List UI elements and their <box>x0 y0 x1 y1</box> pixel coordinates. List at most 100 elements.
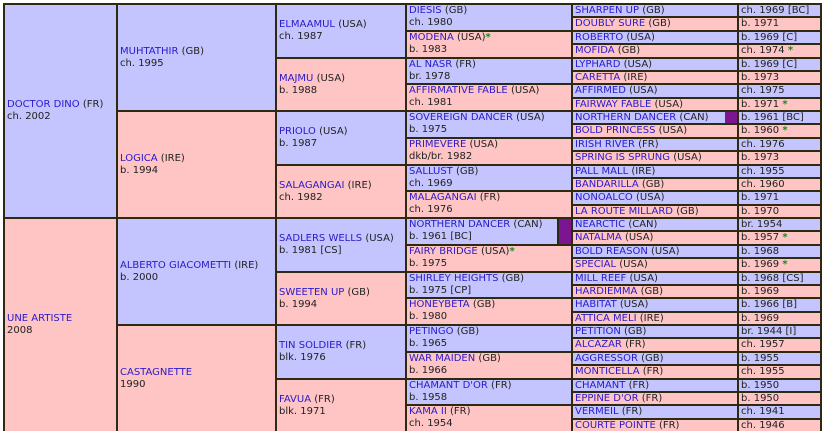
horse-name-link[interactable]: FAIRWAY FABLE <box>575 99 652 110</box>
horse-name-link[interactable]: BANDARILLA <box>575 179 639 190</box>
horse-name-link[interactable]: PETINGO <box>409 326 454 337</box>
horse-name-link[interactable]: PETITION <box>575 326 621 337</box>
horse-name-link[interactable]: UNE ARTISTE <box>7 313 73 324</box>
horse-name-link[interactable]: NATALMA <box>575 232 622 243</box>
horse-name-link[interactable]: AGGRESSOR <box>575 353 638 364</box>
horse-name-link[interactable]: MILL REEF <box>575 273 627 284</box>
horse-details: b. 1971 <box>741 18 780 29</box>
horse-name-link[interactable]: DIESIS <box>409 5 442 16</box>
horse-name-link[interactable]: PRIMEVERE <box>409 139 467 150</box>
horse-name-link[interactable]: ELMAAMUL <box>279 19 335 30</box>
country-code: (FR) <box>449 406 471 417</box>
country-code: (CAN) <box>513 219 543 230</box>
horse-name-link[interactable]: NORTHERN DANCER <box>575 112 677 123</box>
horse-name-link[interactable]: MODENA <box>409 32 454 43</box>
horse-name-link[interactable]: ALBERTO GIACOMETTI <box>120 259 232 271</box>
horse-name-link[interactable]: HARDIEMMA <box>575 286 638 297</box>
horse-name-link[interactable]: FAVUA <box>279 393 312 405</box>
horse-name-link[interactable]: SPECIAL <box>575 259 617 270</box>
horse-name-link[interactable]: FAIRY BRIDGE <box>409 246 478 257</box>
star-icon: * <box>787 45 794 56</box>
horse-name-link[interactable]: CASTAGNETTE <box>120 366 193 378</box>
horse-name-link[interactable]: HABITAT <box>575 299 617 310</box>
horse-name-link[interactable]: AFFIRMED <box>575 85 626 96</box>
horse-name-link[interactable]: ATTICA MELI <box>575 313 637 324</box>
horse-name-link[interactable]: ROBERTO <box>575 32 624 43</box>
horse-name-link[interactable]: CHAMANT D'OR <box>409 380 488 391</box>
horse-name-link[interactable]: LYPHARD <box>575 59 621 70</box>
horse-name-link[interactable]: AFFIRMATIVE FABLE <box>409 85 508 96</box>
gen5-name-cell: LA ROUTE MILLARD (GB) <box>573 206 737 217</box>
horse-name-link[interactable]: NONOALCO <box>575 192 633 203</box>
horse-name-link[interactable]: LA ROUTE MILLARD <box>575 206 674 217</box>
horse-details: ch. 1987 <box>279 31 323 42</box>
gen4-cell: AFFIRMATIVE FABLE (USA) ch. 1981 <box>407 85 571 110</box>
star-icon: * <box>782 99 788 110</box>
horse-name-link[interactable]: BOLD PRINCESS <box>575 125 656 136</box>
horse-name-link[interactable]: NORTHERN DANCER <box>409 219 511 230</box>
horse-details: ch. 1995 <box>120 57 164 69</box>
horse-details: b. 1966 [B] <box>741 299 797 310</box>
horse-details: b. 1968 [CS] <box>741 273 804 284</box>
country-code: (USA) <box>626 32 655 43</box>
horse-name-link[interactable]: MAJMU <box>279 72 314 84</box>
gen5-name-cell: BANDARILLA (GB) <box>573 179 737 190</box>
horse-name-link[interactable]: CHAMANT <box>575 380 626 391</box>
horse-name-link[interactable]: HONEYBETA <box>409 299 470 310</box>
horse-details: ch. 1941 <box>741 406 785 417</box>
horse-name-link[interactable]: SHIRLEY HEIGHTS <box>409 273 499 284</box>
horse-name-link[interactable]: SOVEREIGN DANCER <box>409 112 513 123</box>
horse-name-link[interactable]: MUHTATHIR <box>120 45 179 57</box>
horse-name-link[interactable]: SALAGANGAI <box>279 179 345 191</box>
horse-name-link[interactable]: NEARCTIC <box>575 219 626 230</box>
horse-details: b. 1975 <box>409 124 448 135</box>
horse-name-link[interactable]: PALL MALL <box>575 166 629 177</box>
horse-name-link[interactable]: TIN SOLDIER <box>279 340 343 351</box>
horse-name-link[interactable]: CARETTA <box>575 72 621 83</box>
horse-name-link[interactable]: LOGICA <box>120 152 158 164</box>
gen5-details-cell: ch. 1974 * <box>739 45 820 57</box>
gen5-name-cell: MOFIDA (GB) <box>573 45 737 57</box>
country-code: (USA) <box>469 139 499 150</box>
horse-details: blk. 1971 <box>279 405 326 417</box>
gen5-details-cell: b. 1969 * <box>739 259 820 271</box>
horse-name-link[interactable]: SPRING IS SPRUNG <box>575 152 671 163</box>
country-code: (GB) <box>676 206 699 217</box>
horse-name-link[interactable]: EPPINE D'OR <box>575 393 639 404</box>
gen3-cell: FAVUA (FR) blk. 1971 <box>277 380 405 431</box>
gen5-name-cell: COURTE POINTE (FR) <box>573 420 737 431</box>
horse-name-link[interactable]: ALCAZAR <box>575 339 622 350</box>
country-code: (USA) <box>516 112 545 123</box>
gen5-details-cell: b. 1968 [CS] <box>739 273 820 284</box>
horse-name-link[interactable]: KAMA II <box>409 406 447 417</box>
gen5-details-cell: b. 1971 <box>739 18 820 30</box>
horse-details: b. 1975 [CP] <box>409 285 472 296</box>
horse-name-link[interactable]: MALAGANGAI <box>409 192 477 203</box>
horse-name-link[interactable]: AL NASR <box>409 59 453 70</box>
horse-name-link[interactable]: DOCTOR DINO <box>7 99 80 110</box>
horse-name-link[interactable]: BOLD REASON <box>575 246 648 257</box>
country-code: (IRE) <box>347 179 372 191</box>
gen5-name-cell: ALCAZAR (FR) <box>573 339 737 351</box>
gen5-details-cell: b. 1973 <box>739 152 820 164</box>
gen5-details-cell: ch. 1941 <box>739 406 820 418</box>
horse-name-link[interactable]: VERMEIL <box>575 406 619 417</box>
gen4-cell: KAMA II (FR) ch. 1954 <box>407 406 571 431</box>
gen5-name-cell: AFFIRMED (USA) <box>573 85 737 97</box>
horse-name-link[interactable]: WAR MAIDEN <box>409 353 476 364</box>
horse-name-link[interactable]: MONTICELLA <box>575 366 640 377</box>
horse-details: b. 1950 <box>741 393 780 404</box>
country-code: (IRE) <box>623 72 648 83</box>
horse-name-link[interactable]: DOUBLY SURE <box>575 18 646 29</box>
horse-name-link[interactable]: PRIOLO <box>279 126 316 137</box>
horse-name-link[interactable]: COURTE POINTE <box>575 420 656 431</box>
horse-name-link[interactable]: SHARPEN UP <box>575 5 640 16</box>
horse-name-link[interactable]: SWEETEN UP <box>279 286 345 298</box>
horse-name-link[interactable]: SADLERS WELLS <box>279 233 363 244</box>
gen5-name-cell: HARDIEMMA (GB) <box>573 286 737 297</box>
gen5-name-cell: BOLD PRINCESS (USA) <box>573 125 737 137</box>
horse-name-link[interactable]: IRISH RIVER <box>575 139 635 150</box>
horse-name-link[interactable]: MOFIDA <box>575 45 615 56</box>
gen2-cell: MUHTATHIR (GB) ch. 1995 <box>118 5 275 110</box>
horse-name-link[interactable]: SALLUST <box>409 166 453 177</box>
